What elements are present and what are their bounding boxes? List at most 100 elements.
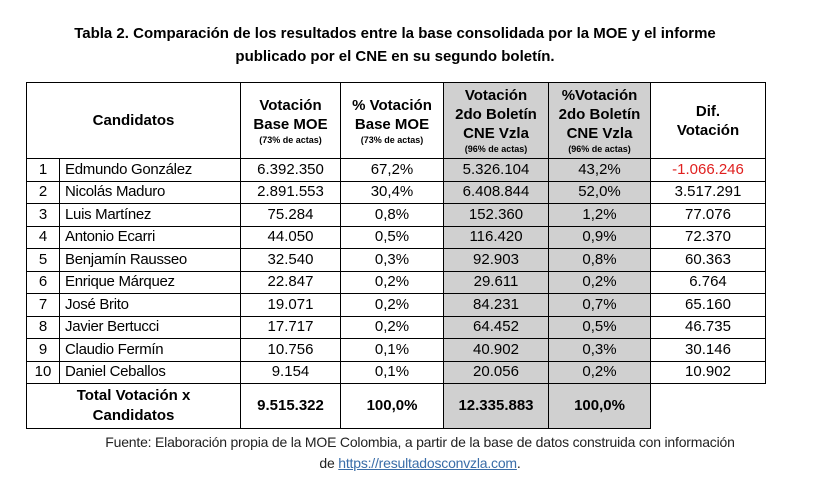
candidate-name: Enrique Márquez bbox=[59, 270, 241, 294]
pct-moe: 0,5% bbox=[340, 225, 444, 249]
votacion-cne: 64.452 bbox=[443, 315, 549, 339]
dif-votacion: 46.735 bbox=[650, 315, 766, 339]
header-votacion-cne: Votación 2do Boletín CNE Vzla (96% de acta… bbox=[443, 82, 549, 159]
row-number: 6 bbox=[26, 270, 60, 294]
dif-votacion: 65.160 bbox=[650, 293, 766, 317]
table-row: 8 Javier Bertucci 17.717 0,2% 64.452 0,5% 46.7… bbox=[26, 315, 766, 339]
votacion-moe: 19.071 bbox=[240, 293, 341, 317]
row-number: 5 bbox=[26, 248, 60, 272]
pct-moe: 0,3% bbox=[340, 248, 444, 272]
source-line-1: Fuente: Elaboración propia de la MOE Col… bbox=[105, 434, 735, 450]
votacion-cne: 152.360 bbox=[443, 203, 549, 227]
votacion-cne: 20.056 bbox=[443, 360, 549, 384]
table-title-line-2: publicado por el CNE en su segundo bolet… bbox=[235, 48, 555, 65]
pct-cne: 43,2% bbox=[548, 158, 651, 182]
candidate-name: Luis Martínez bbox=[59, 203, 241, 227]
dif-votacion: 30.146 bbox=[650, 338, 766, 362]
row-number: 9 bbox=[26, 338, 60, 362]
table-row: 1 Edmundo González 6.392.350 67,2% 5.326.104… bbox=[26, 158, 766, 182]
source-line-2: de https://resultadosconvzla.com. bbox=[319, 455, 521, 471]
pct-moe: 0,2% bbox=[340, 315, 444, 339]
dif-votacion: 60.363 bbox=[650, 248, 766, 272]
dif-votacion: 72.370 bbox=[650, 225, 766, 249]
table-title: Tabla 2. Comparación de los resultados e… bbox=[0, 22, 790, 68]
pct-moe: 0,1% bbox=[340, 338, 444, 362]
dif-votacion: 3.517.291 bbox=[650, 180, 766, 204]
pct-moe: 0,8% bbox=[340, 203, 444, 227]
votacion-cne: 6.408.844 bbox=[443, 180, 549, 204]
votacion-cne: 29.611 bbox=[443, 270, 549, 294]
votacion-cne: 92.903 bbox=[443, 248, 549, 272]
row-number: 2 bbox=[26, 180, 60, 204]
candidate-name: Daniel Ceballos bbox=[59, 360, 241, 384]
votacion-moe: 22.847 bbox=[240, 270, 341, 294]
pct-moe: 0,2% bbox=[340, 293, 444, 317]
total-pct-moe: 100,0% bbox=[340, 383, 444, 429]
pct-cne: 0,3% bbox=[548, 338, 651, 362]
pct-moe: 67,2% bbox=[340, 158, 444, 182]
row-number: 4 bbox=[26, 225, 60, 249]
pct-cne: 0,2% bbox=[548, 360, 651, 384]
row-number: 3 bbox=[26, 203, 60, 227]
row-number: 7 bbox=[26, 293, 60, 317]
votacion-moe: 32.540 bbox=[240, 248, 341, 272]
votacion-moe: 44.050 bbox=[240, 225, 341, 249]
votacion-moe: 2.891.553 bbox=[240, 180, 341, 204]
candidate-name: Javier Bertucci bbox=[59, 315, 241, 339]
table-row: 3 Luis Martínez 75.284 0,8% 152.360 1,2% 77.07… bbox=[26, 203, 766, 227]
table-row: 4 Antonio Ecarri 44.050 0,5% 116.420 0,9% 72.3… bbox=[26, 225, 766, 249]
table-row: 2 Nicolás Maduro 2.891.553 30,4% 6.408.844 52… bbox=[26, 180, 766, 204]
table-row: 6 Enrique Márquez 22.847 0,2% 29.611 0,2% 6.76… bbox=[26, 270, 766, 294]
pct-moe: 0,1% bbox=[340, 360, 444, 384]
total-label: Total Votación x Candidatos bbox=[26, 383, 241, 429]
votacion-moe: 75.284 bbox=[240, 203, 341, 227]
pct-cne: 0,9% bbox=[548, 225, 651, 249]
votacion-moe: 17.717 bbox=[240, 315, 341, 339]
dif-votacion: -1.066.246 bbox=[650, 158, 766, 182]
pct-cne: 0,5% bbox=[548, 315, 651, 339]
votacion-moe: 6.392.350 bbox=[240, 158, 341, 182]
pct-moe: 30,4% bbox=[340, 180, 444, 204]
votacion-cne: 84.231 bbox=[443, 293, 549, 317]
total-row: Total Votación x Candidatos 9.515.322 100… bbox=[26, 383, 766, 429]
pct-moe: 0,2% bbox=[340, 270, 444, 294]
header-candidatos: Candidatos bbox=[26, 82, 241, 159]
pct-cne: 0,2% bbox=[548, 270, 651, 294]
dif-votacion: 77.076 bbox=[650, 203, 766, 227]
pct-cne: 1,2% bbox=[548, 203, 651, 227]
header-pct-moe: % Votación Base MOE (73% de actas) bbox=[340, 82, 444, 159]
results-table: Candidatos Votación Base MOE (73% de acta… bbox=[26, 82, 766, 429]
header-votacion-moe: Votación Base MOE (73% de actas) bbox=[240, 82, 341, 159]
table-row: 10 Daniel Ceballos 9.154 0,1% 20.056 0,2% 10.9… bbox=[26, 360, 766, 384]
row-number: 8 bbox=[26, 315, 60, 339]
votacion-moe: 9.154 bbox=[240, 360, 341, 384]
source-note: Fuente: Elaboración propia de la MOE Col… bbox=[0, 432, 829, 474]
header-pct-cne: %Votación 2do Boletín CNE Vzla (96% de act… bbox=[548, 82, 651, 159]
candidate-name: Antonio Ecarri bbox=[59, 225, 241, 249]
source-link[interactable]: https://resultadosconvzla.com bbox=[338, 455, 517, 471]
dif-votacion: 10.902 bbox=[650, 360, 766, 384]
header-dif: Dif. Votación bbox=[650, 82, 766, 159]
votacion-moe: 10.756 bbox=[240, 338, 341, 362]
table-row: 7 José Brito 19.071 0,2% 84.231 0,7% 65.160 bbox=[26, 293, 766, 317]
table-row: 5 Benjamín Rausseo 32.540 0,3% 92.903 0,8% 60.… bbox=[26, 248, 766, 272]
pct-cne: 0,8% bbox=[548, 248, 651, 272]
candidate-name: Nicolás Maduro bbox=[59, 180, 241, 204]
row-number: 1 bbox=[26, 158, 60, 182]
candidate-name: Benjamín Rausseo bbox=[59, 248, 241, 272]
candidate-name: José Brito bbox=[59, 293, 241, 317]
pct-cne: 52,0% bbox=[548, 180, 651, 204]
candidate-name: Claudio Fermín bbox=[59, 338, 241, 362]
dif-votacion: 6.764 bbox=[650, 270, 766, 294]
candidate-name: Edmundo González bbox=[59, 158, 241, 182]
row-number: 10 bbox=[26, 360, 60, 384]
total-moe: 9.515.322 bbox=[240, 383, 341, 429]
votacion-cne: 5.326.104 bbox=[443, 158, 549, 182]
header-row: Candidatos Votación Base MOE (73% de acta… bbox=[26, 82, 766, 159]
total-dif-empty bbox=[651, 384, 766, 429]
table-title-line-1: Tabla 2. Comparación de los resultados e… bbox=[74, 25, 716, 42]
pct-cne: 0,7% bbox=[548, 293, 651, 317]
total-pct-cne: 100,0% bbox=[548, 383, 651, 429]
votacion-cne: 40.902 bbox=[443, 338, 549, 362]
votacion-cne: 116.420 bbox=[443, 225, 549, 249]
